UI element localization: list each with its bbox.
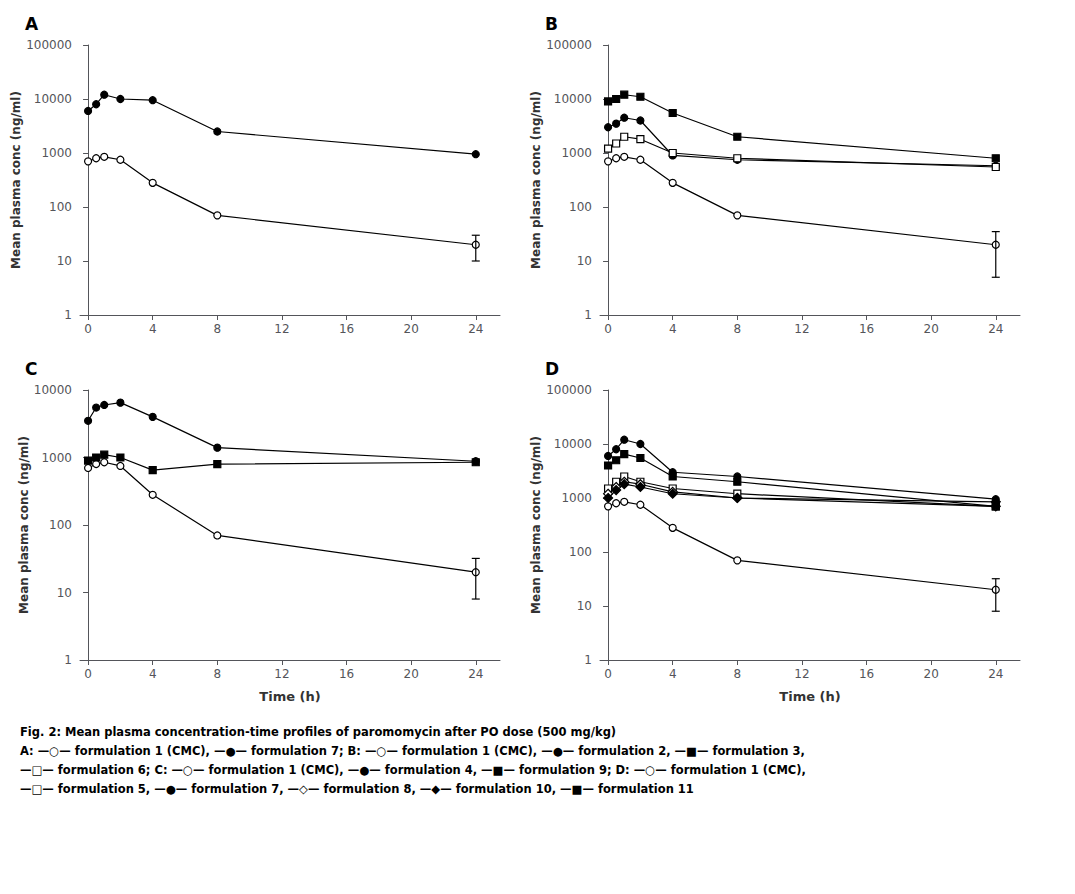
svg-text:12: 12 (274, 322, 289, 336)
svg-text:20: 20 (404, 667, 419, 681)
svg-text:1: 1 (584, 653, 592, 667)
svg-text:1000: 1000 (41, 451, 72, 465)
svg-text:12: 12 (794, 322, 809, 336)
svg-text:1: 1 (584, 308, 592, 322)
svg-text:8: 8 (213, 667, 221, 681)
svg-text:24: 24 (988, 667, 1003, 681)
svg-text:C: C (25, 359, 37, 379)
svg-text:4: 4 (669, 322, 677, 336)
svg-text:10000: 10000 (34, 92, 72, 106)
svg-text:—□— formulation 6; C: —○— form: —□— formulation 6; C: —○— formulation 1 … (20, 763, 806, 777)
svg-text:Time (h): Time (h) (259, 689, 320, 704)
svg-text:—□— formulation 5, —●— formula: —□— formulation 5, —●— formulation 7, —◇… (20, 782, 694, 796)
svg-text:10: 10 (57, 254, 72, 268)
svg-text:24: 24 (468, 322, 483, 336)
svg-text:16: 16 (859, 667, 874, 681)
svg-text:24: 24 (988, 322, 1003, 336)
svg-text:4: 4 (669, 667, 677, 681)
svg-text:20: 20 (924, 667, 939, 681)
svg-text:20: 20 (924, 322, 939, 336)
svg-text:10000: 10000 (554, 92, 592, 106)
svg-text:Mean plasma conc (ng/ml): Mean plasma conc (ng/ml) (9, 91, 23, 269)
svg-text:0: 0 (84, 667, 92, 681)
svg-text:10000: 10000 (554, 437, 592, 451)
svg-text:10000: 10000 (34, 383, 72, 397)
svg-text:Mean plasma conc (ng/ml): Mean plasma conc (ng/ml) (17, 436, 31, 614)
svg-text:Time (h): Time (h) (779, 689, 840, 704)
svg-text:Mean plasma conc (ng/ml): Mean plasma conc (ng/ml) (529, 91, 543, 269)
svg-text:100: 100 (49, 200, 72, 214)
svg-text:100: 100 (49, 518, 72, 532)
svg-text:16: 16 (859, 322, 874, 336)
svg-text:16: 16 (339, 322, 354, 336)
svg-text:12: 12 (274, 667, 289, 681)
svg-text:12: 12 (794, 667, 809, 681)
svg-text:1: 1 (64, 653, 72, 667)
svg-text:Mean plasma conc (ng/ml): Mean plasma conc (ng/ml) (529, 436, 543, 614)
svg-text:1000: 1000 (561, 146, 592, 160)
svg-text:1000: 1000 (561, 491, 592, 505)
svg-text:1: 1 (64, 308, 72, 322)
svg-text:B: B (545, 14, 558, 34)
svg-text:A: —○— formulation 1 (CMC), —●: A: —○— formulation 1 (CMC), —●— formulat… (20, 744, 805, 758)
svg-text:8: 8 (733, 322, 741, 336)
svg-text:20: 20 (404, 322, 419, 336)
svg-text:4: 4 (149, 322, 157, 336)
svg-text:24: 24 (468, 667, 483, 681)
svg-text:D: D (545, 359, 559, 379)
svg-text:8: 8 (213, 322, 221, 336)
svg-text:4: 4 (149, 667, 157, 681)
svg-text:A: A (25, 14, 39, 34)
svg-text:1000: 1000 (41, 146, 72, 160)
svg-text:100000: 100000 (546, 38, 592, 52)
svg-text:0: 0 (604, 667, 612, 681)
svg-text:16: 16 (339, 667, 354, 681)
svg-text:100: 100 (569, 200, 592, 214)
svg-text:100000: 100000 (546, 383, 592, 397)
svg-text:10: 10 (57, 586, 72, 600)
svg-text:0: 0 (604, 322, 612, 336)
svg-text:100000: 100000 (26, 38, 72, 52)
svg-text:10: 10 (577, 254, 592, 268)
svg-text:100: 100 (569, 545, 592, 559)
svg-text:10: 10 (577, 599, 592, 613)
svg-text:0: 0 (84, 322, 92, 336)
svg-text:Fig. 2: Mean plasma concentrat: Fig. 2: Mean plasma concentration-time p… (20, 725, 616, 739)
svg-text:8: 8 (733, 667, 741, 681)
